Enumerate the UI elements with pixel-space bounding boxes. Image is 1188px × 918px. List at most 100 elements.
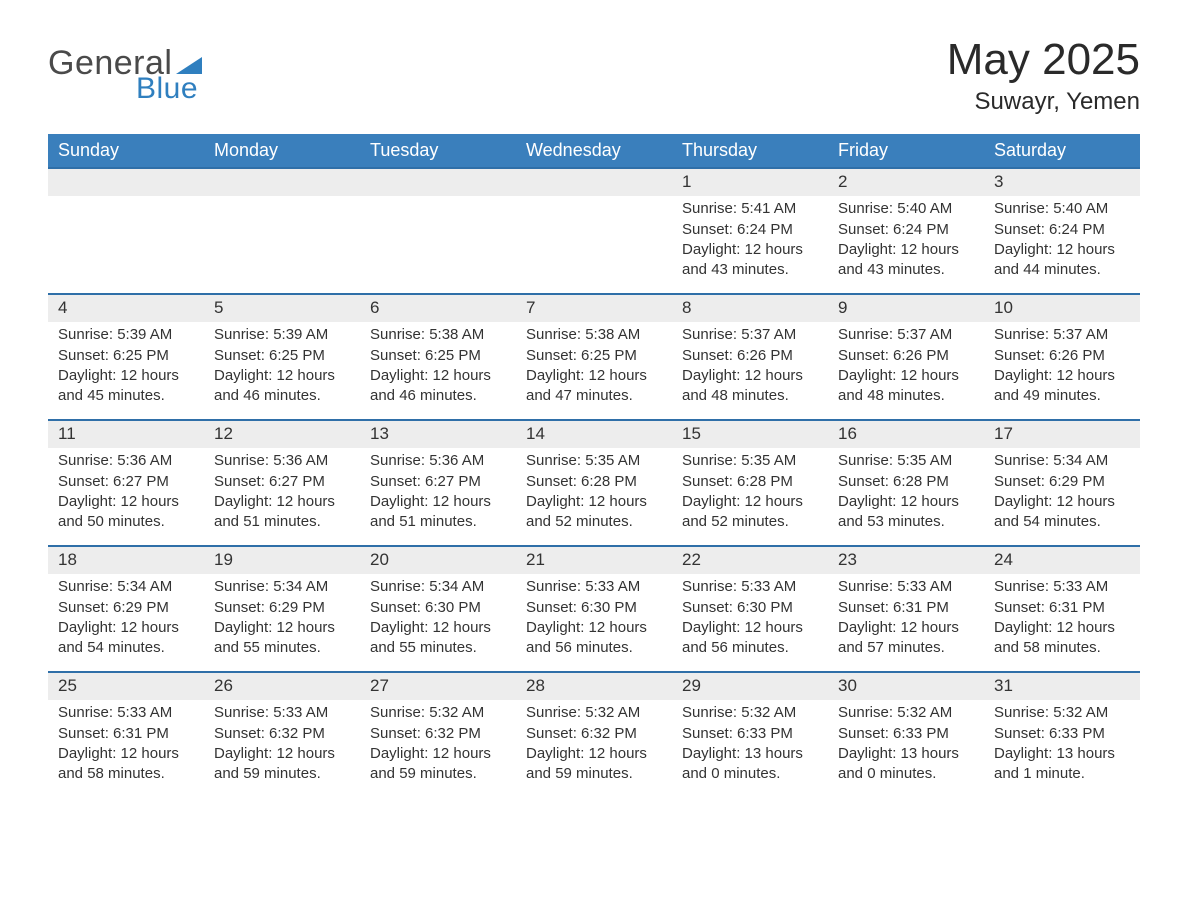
daylight-line: Daylight: 13 hours and 0 minutes.: [682, 744, 818, 785]
sunset-line: Sunset: 6:30 PM: [526, 598, 662, 618]
daylight-line: Daylight: 12 hours and 48 minutes.: [838, 366, 974, 407]
day-number-bar: 9: [828, 293, 984, 322]
day-number-bar: 12: [204, 419, 360, 448]
sunset-line: Sunset: 6:29 PM: [58, 598, 194, 618]
sunrise-line: Sunrise: 5:33 AM: [526, 577, 662, 597]
day-number-bar: 19: [204, 545, 360, 574]
day-number-bar: [204, 167, 360, 196]
daylight-line: Daylight: 12 hours and 55 minutes.: [214, 618, 350, 659]
day-details: Sunrise: 5:39 AMSunset: 6:25 PMDaylight:…: [48, 322, 204, 414]
sunrise-line: Sunrise: 5:32 AM: [994, 703, 1130, 723]
sunset-line: Sunset: 6:25 PM: [526, 346, 662, 366]
day-number-bar: 16: [828, 419, 984, 448]
weekday-header: Sunday: [48, 134, 204, 167]
day-details: Sunrise: 5:40 AMSunset: 6:24 PMDaylight:…: [828, 196, 984, 288]
daylight-line: Daylight: 12 hours and 58 minutes.: [58, 744, 194, 785]
day-details: Sunrise: 5:38 AMSunset: 6:25 PMDaylight:…: [516, 322, 672, 414]
calendar-week-row: 18Sunrise: 5:34 AMSunset: 6:29 PMDayligh…: [48, 545, 1140, 671]
calendar-empty-cell: [360, 167, 516, 293]
sunset-line: Sunset: 6:32 PM: [526, 724, 662, 744]
daylight-line: Daylight: 12 hours and 43 minutes.: [838, 240, 974, 281]
daylight-line: Daylight: 12 hours and 52 minutes.: [682, 492, 818, 533]
day-details: Sunrise: 5:34 AMSunset: 6:29 PMDaylight:…: [984, 448, 1140, 540]
sunrise-line: Sunrise: 5:40 AM: [994, 199, 1130, 219]
daylight-line: Daylight: 12 hours and 46 minutes.: [370, 366, 506, 407]
calendar-day-cell: 18Sunrise: 5:34 AMSunset: 6:29 PMDayligh…: [48, 545, 204, 671]
sunset-line: Sunset: 6:30 PM: [682, 598, 818, 618]
calendar-day-cell: 22Sunrise: 5:33 AMSunset: 6:30 PMDayligh…: [672, 545, 828, 671]
brand-word-blue: Blue: [136, 74, 198, 104]
sunset-line: Sunset: 6:29 PM: [214, 598, 350, 618]
day-details: Sunrise: 5:34 AMSunset: 6:29 PMDaylight:…: [204, 574, 360, 666]
sunrise-line: Sunrise: 5:33 AM: [682, 577, 818, 597]
daylight-line: Daylight: 12 hours and 56 minutes.: [526, 618, 662, 659]
calendar-day-cell: 20Sunrise: 5:34 AMSunset: 6:30 PMDayligh…: [360, 545, 516, 671]
day-details: Sunrise: 5:37 AMSunset: 6:26 PMDaylight:…: [672, 322, 828, 414]
calendar-week-row: 25Sunrise: 5:33 AMSunset: 6:31 PMDayligh…: [48, 671, 1140, 797]
day-number-bar: [516, 167, 672, 196]
day-details: Sunrise: 5:32 AMSunset: 6:32 PMDaylight:…: [360, 700, 516, 792]
calendar-week-row: 4Sunrise: 5:39 AMSunset: 6:25 PMDaylight…: [48, 293, 1140, 419]
calendar-day-cell: 8Sunrise: 5:37 AMSunset: 6:26 PMDaylight…: [672, 293, 828, 419]
month-title: May 2025: [947, 36, 1140, 84]
day-details: Sunrise: 5:33 AMSunset: 6:31 PMDaylight:…: [828, 574, 984, 666]
day-number-bar: 23: [828, 545, 984, 574]
day-details: Sunrise: 5:35 AMSunset: 6:28 PMDaylight:…: [516, 448, 672, 540]
calendar-day-cell: 23Sunrise: 5:33 AMSunset: 6:31 PMDayligh…: [828, 545, 984, 671]
sunset-line: Sunset: 6:26 PM: [682, 346, 818, 366]
sunset-line: Sunset: 6:27 PM: [370, 472, 506, 492]
daylight-line: Daylight: 12 hours and 55 minutes.: [370, 618, 506, 659]
calendar-day-cell: 4Sunrise: 5:39 AMSunset: 6:25 PMDaylight…: [48, 293, 204, 419]
calendar-table: SundayMondayTuesdayWednesdayThursdayFrid…: [48, 134, 1140, 797]
day-details: Sunrise: 5:36 AMSunset: 6:27 PMDaylight:…: [48, 448, 204, 540]
day-number-bar: 1: [672, 167, 828, 196]
calendar-day-cell: 3Sunrise: 5:40 AMSunset: 6:24 PMDaylight…: [984, 167, 1140, 293]
day-details: Sunrise: 5:32 AMSunset: 6:33 PMDaylight:…: [984, 700, 1140, 792]
calendar-week-row: 11Sunrise: 5:36 AMSunset: 6:27 PMDayligh…: [48, 419, 1140, 545]
day-details: Sunrise: 5:32 AMSunset: 6:33 PMDaylight:…: [828, 700, 984, 792]
day-details: Sunrise: 5:41 AMSunset: 6:24 PMDaylight:…: [672, 196, 828, 288]
page-header: General Blue May 2025 Suwayr, Yemen: [48, 30, 1140, 116]
calendar-day-cell: 19Sunrise: 5:34 AMSunset: 6:29 PMDayligh…: [204, 545, 360, 671]
day-details: Sunrise: 5:34 AMSunset: 6:30 PMDaylight:…: [360, 574, 516, 666]
calendar-day-cell: 15Sunrise: 5:35 AMSunset: 6:28 PMDayligh…: [672, 419, 828, 545]
sunrise-line: Sunrise: 5:37 AM: [682, 325, 818, 345]
sunset-line: Sunset: 6:31 PM: [58, 724, 194, 744]
calendar-day-cell: 14Sunrise: 5:35 AMSunset: 6:28 PMDayligh…: [516, 419, 672, 545]
day-number-bar: 22: [672, 545, 828, 574]
sunrise-line: Sunrise: 5:37 AM: [994, 325, 1130, 345]
day-number-bar: 18: [48, 545, 204, 574]
day-details: Sunrise: 5:33 AMSunset: 6:30 PMDaylight:…: [672, 574, 828, 666]
sunrise-line: Sunrise: 5:39 AM: [58, 325, 194, 345]
sunrise-line: Sunrise: 5:36 AM: [58, 451, 194, 471]
calendar-day-cell: 26Sunrise: 5:33 AMSunset: 6:32 PMDayligh…: [204, 671, 360, 797]
day-number-bar: 2: [828, 167, 984, 196]
day-number-bar: 14: [516, 419, 672, 448]
calendar-day-cell: 2Sunrise: 5:40 AMSunset: 6:24 PMDaylight…: [828, 167, 984, 293]
sunrise-line: Sunrise: 5:36 AM: [214, 451, 350, 471]
calendar-day-cell: 13Sunrise: 5:36 AMSunset: 6:27 PMDayligh…: [360, 419, 516, 545]
sunrise-line: Sunrise: 5:39 AM: [214, 325, 350, 345]
daylight-line: Daylight: 12 hours and 56 minutes.: [682, 618, 818, 659]
brand-triangle-icon: [176, 54, 202, 74]
daylight-line: Daylight: 12 hours and 47 minutes.: [526, 366, 662, 407]
sunrise-line: Sunrise: 5:38 AM: [526, 325, 662, 345]
daylight-line: Daylight: 12 hours and 44 minutes.: [994, 240, 1130, 281]
sunrise-line: Sunrise: 5:32 AM: [370, 703, 506, 723]
weekday-header: Tuesday: [360, 134, 516, 167]
day-details: Sunrise: 5:37 AMSunset: 6:26 PMDaylight:…: [828, 322, 984, 414]
day-number-bar: 27: [360, 671, 516, 700]
daylight-line: Daylight: 12 hours and 54 minutes.: [58, 618, 194, 659]
day-number-bar: 28: [516, 671, 672, 700]
calendar-day-cell: 9Sunrise: 5:37 AMSunset: 6:26 PMDaylight…: [828, 293, 984, 419]
day-number-bar: 21: [516, 545, 672, 574]
sunset-line: Sunset: 6:27 PM: [58, 472, 194, 492]
calendar-day-cell: 10Sunrise: 5:37 AMSunset: 6:26 PMDayligh…: [984, 293, 1140, 419]
day-number-bar: 5: [204, 293, 360, 322]
daylight-line: Daylight: 12 hours and 57 minutes.: [838, 618, 974, 659]
day-number-bar: [360, 167, 516, 196]
calendar-day-cell: 5Sunrise: 5:39 AMSunset: 6:25 PMDaylight…: [204, 293, 360, 419]
day-details: Sunrise: 5:40 AMSunset: 6:24 PMDaylight:…: [984, 196, 1140, 288]
weekday-header: Friday: [828, 134, 984, 167]
daylight-line: Daylight: 12 hours and 58 minutes.: [994, 618, 1130, 659]
